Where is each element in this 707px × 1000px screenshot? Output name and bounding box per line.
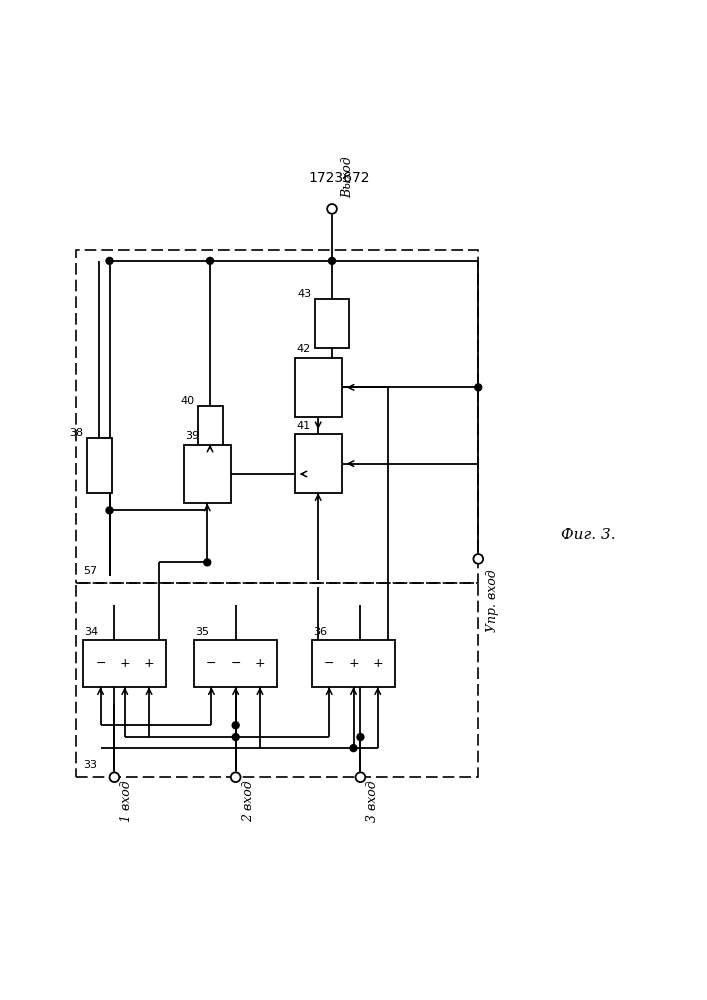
Circle shape <box>106 257 113 264</box>
Circle shape <box>356 772 366 782</box>
Text: −: − <box>324 657 334 670</box>
Text: 41: 41 <box>296 421 310 431</box>
Text: −: − <box>206 657 216 670</box>
Text: 40: 40 <box>180 396 194 406</box>
Text: 33: 33 <box>83 760 97 770</box>
Circle shape <box>232 722 239 729</box>
Text: Упр. вход: Упр. вход <box>486 569 498 632</box>
Circle shape <box>230 772 240 782</box>
Text: +: + <box>119 657 130 670</box>
Text: +: + <box>144 657 154 670</box>
Text: +: + <box>373 657 383 670</box>
Circle shape <box>474 554 483 564</box>
Text: 35: 35 <box>195 627 209 637</box>
Circle shape <box>204 559 211 566</box>
Bar <box>76 250 478 583</box>
Circle shape <box>329 257 336 264</box>
Bar <box>295 434 341 493</box>
Text: 39: 39 <box>185 431 199 441</box>
Bar <box>83 640 166 687</box>
Bar <box>197 406 223 462</box>
Circle shape <box>350 745 357 752</box>
Circle shape <box>357 734 364 741</box>
Circle shape <box>327 204 337 214</box>
Circle shape <box>106 507 113 514</box>
Text: +: + <box>348 657 359 670</box>
Circle shape <box>206 257 214 264</box>
Text: 1723672: 1723672 <box>309 171 370 185</box>
Bar <box>87 438 112 493</box>
Text: 42: 42 <box>296 344 310 354</box>
Text: −: − <box>230 657 241 670</box>
Bar <box>194 640 277 687</box>
Text: 36: 36 <box>313 627 327 637</box>
Circle shape <box>475 384 481 391</box>
Text: Фиг. 3.: Фиг. 3. <box>561 528 616 542</box>
Bar <box>295 358 341 417</box>
Text: −: − <box>95 657 106 670</box>
Text: 38: 38 <box>69 428 83 438</box>
Bar <box>315 299 349 348</box>
Text: 1 вход: 1 вход <box>120 781 134 822</box>
Text: 43: 43 <box>298 289 312 299</box>
Bar <box>76 583 478 777</box>
Text: 57: 57 <box>83 566 98 576</box>
Bar <box>184 445 230 503</box>
Text: 34: 34 <box>85 627 99 637</box>
Bar <box>312 640 395 687</box>
Text: 2 вход: 2 вход <box>242 781 255 822</box>
Text: 3 вход: 3 вход <box>366 781 380 822</box>
Circle shape <box>232 734 239 741</box>
Text: +: + <box>255 657 265 670</box>
Circle shape <box>110 772 119 782</box>
Text: Выход: Выход <box>341 157 354 198</box>
